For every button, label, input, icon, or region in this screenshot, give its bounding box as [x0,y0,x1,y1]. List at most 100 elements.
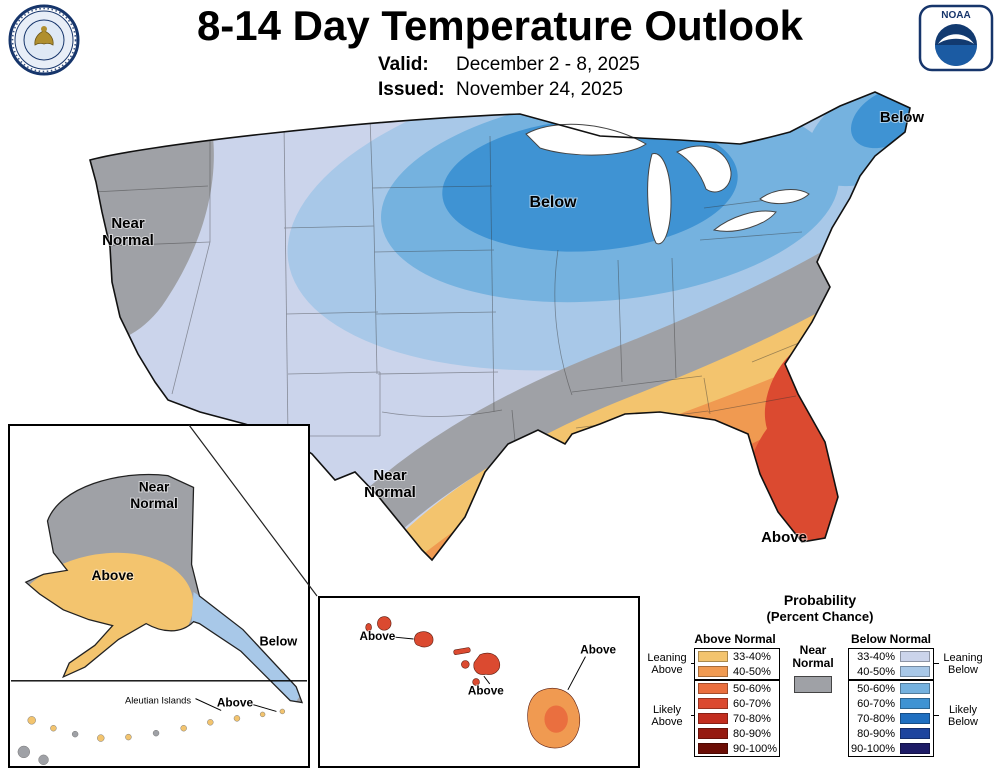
legend-below-likely-group: 50-60% 60-70% 70-80% 80-90% 90-100% [848,680,934,757]
conus-map: Near Normal Below Below Near Normal Abov… [89,91,925,562]
hawaii-inset: Above Above Above [318,596,640,768]
legend-likely-above-label: Likely Above [642,704,696,728]
legend-below-row: 40-50% [849,664,933,679]
alaska-region-below-panhandle [191,592,303,703]
island-oahu [414,631,434,648]
legend-range-label: 40-50% [733,665,771,678]
legend-above-row: 40-50% [695,664,779,679]
legend-range-label: 90-100% [850,742,895,755]
legend-above-leaning-group: 33-40% 40-50% [694,648,780,680]
legend-below-swatch-33-40% [900,651,930,662]
legend-below-swatch-70-80% [900,713,930,724]
legend-below-swatch-50-60% [900,683,930,694]
alaska-label-above: Above [92,567,134,583]
alaska-label-normal: Normal [130,495,178,511]
legend-range-label: 60-70% [857,697,895,710]
label-above-florida: Above [761,529,807,546]
aleutian-leader-line [195,698,222,711]
valid-label: Valid: [378,54,429,75]
hawaii-islands [365,616,581,749]
legend-above-swatch-60-70% [698,698,728,709]
legend-above-header: Above Normal [694,632,776,646]
legend-range-label: 90-100% [733,742,778,755]
issued-label: Issued: [378,79,445,100]
legend-below-row: 90-100% [849,741,933,756]
region-near-normal-central-band [315,226,899,560]
legend-below-swatch-60-70% [900,698,930,709]
label-near-normal-south2: Normal [364,484,416,501]
legend-near-normal-label: Near Normal [792,643,834,670]
alaska-label-below: Below [260,633,298,648]
lake-michigan [647,153,672,245]
label-below-midwest: Below [529,194,577,211]
lake-erie [712,210,777,232]
legend-range-label: 50-60% [733,682,771,695]
legend-likely-below-label: Likely Below [934,704,988,728]
legend-above-swatch-80-90% [698,728,728,739]
legend-title: Probability [783,592,857,608]
state-borders [93,117,827,473]
island-kauai [377,616,392,631]
island-hawaii-core [544,705,568,733]
issuance-block: Valid: December 2 - 8, 2025 Issued: Nove… [378,52,640,102]
noaa-logo-text: NOAA [941,10,970,21]
legend-below-leaning-group: 33-40% 40-50% [848,648,934,680]
lake-huron [675,145,732,193]
legend-subtitle: (Percent Chance) [766,609,874,624]
aleutian-islands [17,708,286,765]
conus-region-labels: Near Normal Below Below Near Normal Abov… [101,108,925,547]
label-near-normal-west2: Normal [102,232,154,249]
alaska-map: Near Normal Above Below Aleutian Islands… [10,473,308,765]
hawaii-leader-3 [483,675,491,685]
hawaii-map: Above Above Above [359,616,618,749]
legend-below-row: 70-80% [849,711,933,726]
legend-range-label: 70-80% [857,712,895,725]
conus-outline [89,91,911,562]
noaa-logo-icon: NOAA [918,4,994,72]
lake-ontario [759,189,810,205]
island-molokai [453,647,471,655]
legend-above-swatch-70-80% [698,713,728,724]
legend-below-row: 60-70% [849,696,933,711]
noaa-logo[interactable]: NOAA [918,4,994,72]
hawaii-leader-2 [567,656,586,691]
label-near-normal-west: Near [111,215,145,232]
legend-below-swatch-40-50% [900,666,930,677]
aleutian-above-label: Above [217,696,254,710]
valid-value: December 2 - 8, 2025 [456,54,640,75]
legend-near-normal-swatch [794,676,832,693]
label-near-normal-south: Near [373,467,407,484]
legend-range-label: 60-70% [733,697,771,710]
hawaii-labels: Above Above Above [359,629,618,699]
hawaii-label-above-3: Above [468,685,504,698]
alaska-label-near: Near [139,478,170,494]
legend-above-swatch-90-100% [698,743,728,754]
island-maui [473,652,501,675]
alaska-labels: Near Normal Above Below Aleutian Islands… [91,477,299,710]
legend-above-likely-group: 50-60% 60-70% 70-80% 80-90% 90-100% [694,680,780,757]
legend-below-row: 33-40% [849,649,933,664]
alaska-inset: Near Normal Above Below Aleutian Islands… [8,424,310,768]
hawaii-leader-1 [393,636,414,640]
legend-above-swatch-50-60% [698,683,728,694]
aleutian-islands-label: Aleutian Islands [125,696,191,706]
hawaii-label-above-2: Above [580,644,616,657]
legend-above-row: 70-80% [695,711,779,726]
island-kahoolawe [472,678,480,686]
legend-range-label: 33-40% [857,650,895,663]
legend-below-row: 80-90% [849,726,933,741]
commerce-seal-logo[interactable] [8,4,80,76]
legend-range-label: 50-60% [857,682,895,695]
noaa-gull-icon [938,34,974,44]
legend-above-row: 50-60% [695,681,779,696]
legend-above-row: 60-70% [695,696,779,711]
hawaii-label-above-1: Above [360,630,396,643]
legend-range-label: 80-90% [733,727,771,740]
commerce-seal-icon [8,4,80,76]
island-niihau [365,623,372,632]
great-lakes [525,123,810,245]
legend-above-swatch-40-50% [698,666,728,677]
legend-below-swatch-80-90% [900,728,930,739]
alaska-outline [24,473,304,704]
